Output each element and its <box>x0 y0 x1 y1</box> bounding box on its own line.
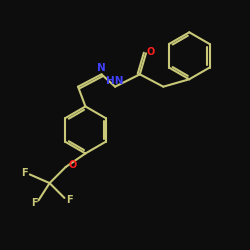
Text: N: N <box>97 63 106 73</box>
Text: HN: HN <box>106 76 123 86</box>
Text: O: O <box>68 160 77 170</box>
Text: F: F <box>66 196 73 205</box>
Text: O: O <box>146 47 154 57</box>
Text: F: F <box>21 168 28 178</box>
Text: F: F <box>31 198 37 208</box>
